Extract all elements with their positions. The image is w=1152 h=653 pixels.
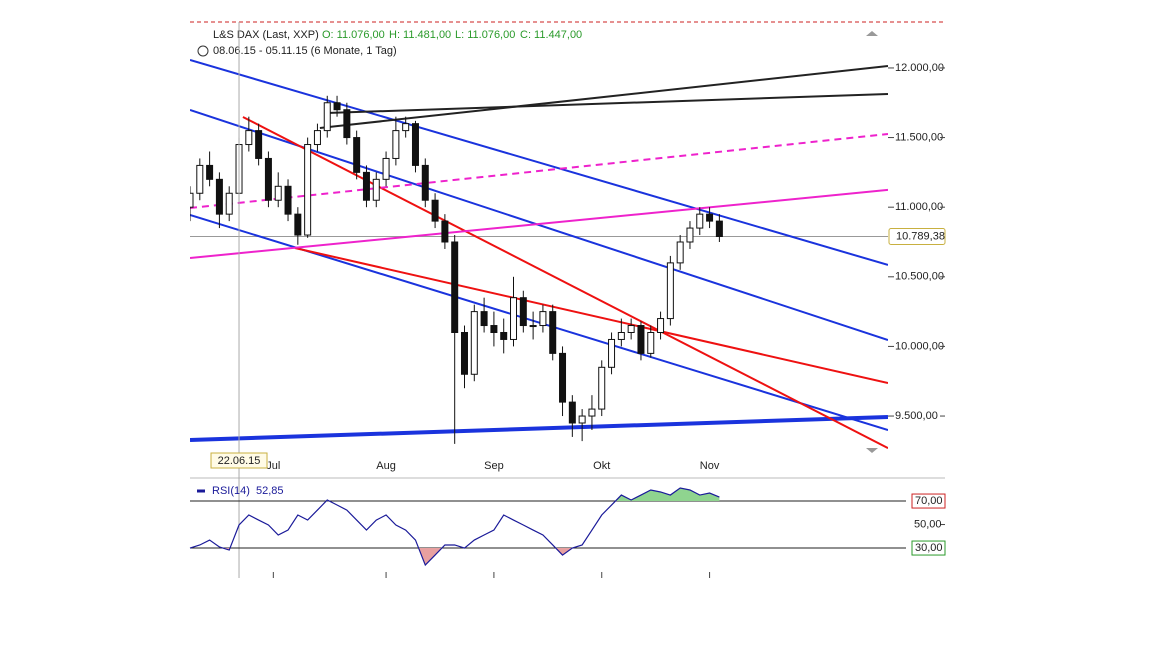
- candle-body: [529, 325, 537, 328]
- candle-body: [421, 164, 429, 201]
- trend-line: [190, 188, 888, 260]
- candle-body: [215, 178, 223, 215]
- candle-body: [706, 213, 714, 222]
- y-tick-label: 12.000,00: [895, 62, 944, 74]
- rsi-value: 52,85: [256, 485, 284, 497]
- candle-body: [696, 213, 704, 229]
- rsi-tick-label: 70,00: [915, 495, 943, 507]
- candle-body: [304, 144, 312, 236]
- candle-body: [519, 297, 527, 327]
- x-tick-label: Jul: [266, 460, 280, 472]
- candle-body: [490, 325, 498, 333]
- rsi-tick-label: 30,00: [915, 542, 943, 554]
- candle-body: [196, 164, 204, 194]
- candle-body: [598, 366, 606, 410]
- x-tick-label: Sep: [484, 460, 504, 472]
- candle-body: [568, 401, 576, 424]
- open: O: 11.076,00: [322, 29, 385, 41]
- rsi-name: RSI(14): [212, 485, 250, 497]
- y-tick-label: 11.500,00: [895, 131, 943, 143]
- candle-body: [294, 213, 302, 236]
- y-tick-label: 9.500,00: [895, 410, 938, 422]
- candle-body: [451, 241, 459, 333]
- candle-body: [510, 297, 518, 340]
- candle-body: [715, 220, 723, 238]
- candle-body: [333, 102, 341, 111]
- threshold-box: [911, 493, 946, 509]
- candle-body: [343, 109, 351, 139]
- candle-body: [460, 331, 468, 375]
- candle-body: [284, 185, 292, 215]
- last-price-label: 10.789,38: [896, 230, 945, 242]
- date-range: 08.06.15 - 05.11.15 (6 Monate, 1 Tag): [213, 45, 397, 57]
- collapse-icon[interactable]: [866, 31, 878, 36]
- candle-body: [588, 408, 596, 417]
- candle-body: [549, 311, 557, 354]
- candle-body: [539, 311, 547, 327]
- low: L: 11.076,00: [455, 29, 515, 41]
- rsi-tick-label: 50,00: [914, 518, 942, 530]
- candle-body: [245, 130, 253, 146]
- expand-icon[interactable]: [866, 448, 878, 453]
- trend-line: [190, 132, 888, 210]
- y-tick-label: 11.000,00: [895, 201, 943, 213]
- candle-body: [559, 352, 567, 403]
- trend-line: [330, 92, 888, 114]
- candle-body: [264, 157, 272, 201]
- high: H: 11.481,00: [389, 29, 451, 41]
- x-tick-label: Nov: [700, 460, 720, 472]
- candle-body: [666, 262, 674, 320]
- candle-body: [323, 102, 331, 132]
- overbought-fill: [326, 487, 720, 501]
- candle-body: [431, 199, 439, 222]
- candle-body: [362, 171, 370, 201]
- candle-body: [441, 220, 449, 243]
- candle-body: [470, 311, 478, 375]
- x-tick-label: Aug: [376, 460, 396, 472]
- rsi-line: [189, 487, 720, 567]
- candle-body: [392, 130, 400, 159]
- trend-line: [190, 59, 888, 266]
- candle-body: [190, 192, 194, 208]
- trend-line: [294, 247, 888, 385]
- last-price-box: [888, 228, 946, 246]
- candle-body: [353, 137, 361, 173]
- candle-body: [627, 325, 635, 333]
- trend-line: [190, 415, 888, 442]
- candle-body: [617, 331, 625, 340]
- threshold-box: [911, 540, 946, 556]
- candle-body: [255, 130, 263, 159]
- candle-body: [676, 241, 684, 264]
- candle-body: [402, 123, 410, 132]
- crosshair-label: 22.06.15: [218, 455, 261, 467]
- y-tick-label: 10.500,00: [895, 271, 944, 283]
- candle-body: [411, 123, 419, 166]
- clock-icon: [197, 45, 209, 57]
- candle-body: [657, 318, 665, 333]
- candle-body: [608, 338, 616, 368]
- crosshair-label-box: [210, 452, 268, 469]
- candle-body: [225, 192, 233, 215]
- trend-line: [319, 65, 888, 129]
- x-tick-label: Okt: [593, 460, 610, 472]
- candle-body: [382, 157, 390, 180]
- candle-body: [647, 331, 655, 354]
- candle-body: [637, 325, 645, 354]
- trend-line: [242, 116, 888, 449]
- candle-body: [206, 164, 214, 180]
- candle-body: [274, 185, 282, 201]
- candle-body: [313, 130, 321, 146]
- candle-body: [480, 311, 488, 327]
- candle-body: [372, 178, 380, 201]
- candle-body: [686, 227, 694, 243]
- candle-body: [500, 331, 508, 340]
- close: C: 11.447,00: [520, 29, 582, 41]
- plot-area: [190, 59, 888, 449]
- y-tick-label: 10.000,00: [895, 340, 944, 352]
- candle-body: [578, 415, 586, 424]
- instrument: L&S DAX (Last, XXP): [213, 29, 319, 41]
